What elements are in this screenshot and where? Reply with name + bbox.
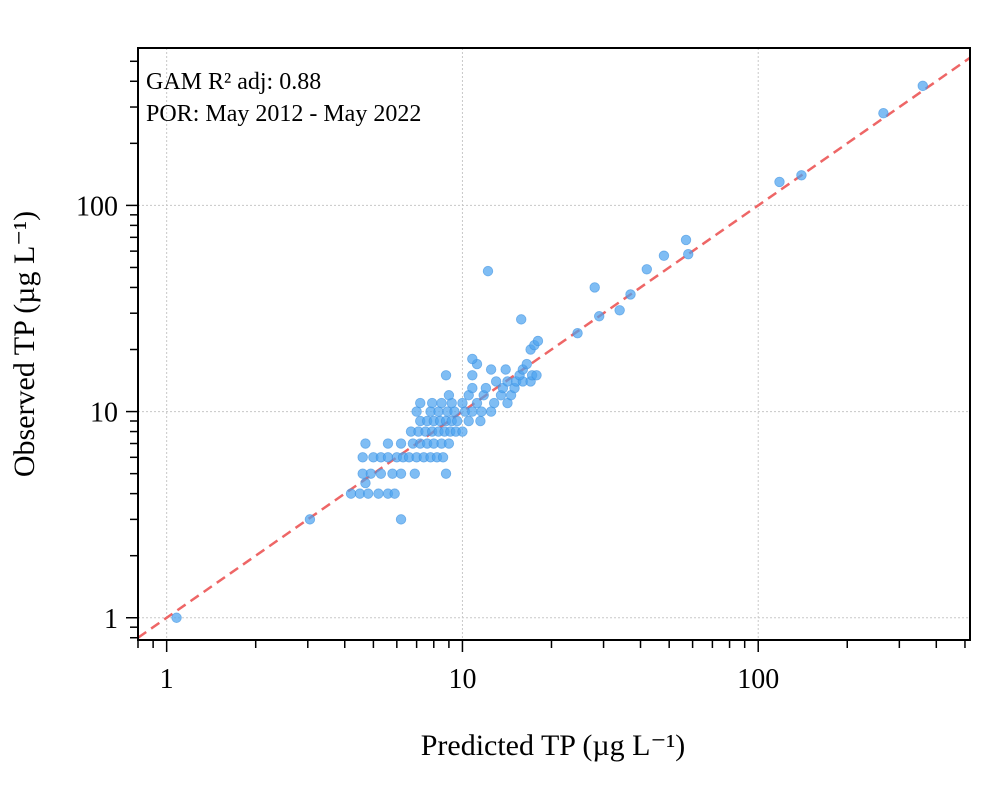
data-point [437, 452, 449, 463]
data-point [476, 406, 487, 417]
data-point [502, 376, 513, 387]
data-point [360, 477, 371, 489]
data-point [480, 382, 492, 394]
data-point [589, 282, 600, 293]
y-tick-label: 1 [104, 604, 118, 635]
data-point [440, 468, 452, 479]
data-point [878, 108, 889, 119]
data-point [463, 415, 474, 427]
period-of-record-annotation: POR: May 2012 - May 2022 [146, 101, 421, 127]
x-tick-label: 100 [737, 664, 779, 695]
axis-ticks: 1 10 100 1 10 100 [76, 60, 966, 695]
data-point [426, 397, 438, 409]
plot-frame [137, 47, 971, 641]
data-point [485, 364, 497, 375]
data-point [467, 370, 478, 381]
data-point [365, 468, 377, 479]
data-point [443, 438, 455, 449]
data-points [171, 80, 928, 623]
data-point [304, 514, 316, 525]
data-point [449, 406, 460, 417]
data-point [467, 406, 478, 417]
data-point [614, 305, 625, 316]
data-point [443, 390, 455, 401]
y-axis-label: Observed TP (µg L⁻¹) [8, 211, 41, 477]
data-point [521, 358, 532, 370]
data-point [488, 397, 500, 409]
data-point [375, 468, 387, 479]
data-point [680, 234, 692, 246]
data-point [415, 397, 426, 409]
data-point [482, 265, 494, 277]
data-point [362, 488, 374, 499]
fit-statistic-annotation: GAM R² adj: 0.88 [146, 69, 321, 95]
data-point [387, 468, 398, 479]
data-point [594, 311, 605, 322]
data-point [683, 248, 694, 260]
data-point [389, 488, 400, 499]
data-point [395, 468, 407, 479]
data-point [917, 80, 928, 92]
y-tick-label: 100 [76, 191, 118, 222]
data-point [345, 488, 357, 499]
data-point [467, 353, 478, 365]
one-to-one-reference-line [137, 56, 971, 639]
data-point [471, 397, 483, 409]
data-point [451, 415, 463, 427]
data-point [436, 397, 447, 409]
reference-line-layer [137, 56, 971, 639]
data-point [625, 289, 636, 300]
grid-lines [138, 48, 970, 640]
data-point [531, 370, 542, 381]
data-point [658, 250, 670, 261]
data-point [516, 314, 527, 325]
x-tick-label: 1 [160, 664, 174, 695]
data-point [500, 364, 511, 375]
data-point [796, 170, 807, 181]
data-point [457, 397, 468, 409]
data-point [382, 438, 394, 449]
data-point [382, 452, 394, 463]
data-point [475, 415, 486, 427]
x-tick-label: 10 [448, 664, 476, 695]
data-point [457, 426, 468, 437]
y-tick-label: 10 [90, 398, 118, 429]
data-point [467, 382, 478, 394]
data-point [490, 376, 502, 387]
data-point [171, 612, 182, 623]
data-point [774, 176, 785, 188]
x-axis-label: Predicted TP (µg L⁻¹) [421, 729, 686, 762]
data-point [532, 335, 544, 347]
data-point [440, 370, 452, 381]
data-point [373, 488, 384, 499]
data-point [395, 438, 407, 449]
data-point [572, 327, 583, 339]
data-point [409, 468, 420, 479]
data-point [641, 264, 652, 275]
data-point [360, 438, 371, 449]
data-point [395, 514, 407, 525]
data-point [357, 452, 368, 463]
